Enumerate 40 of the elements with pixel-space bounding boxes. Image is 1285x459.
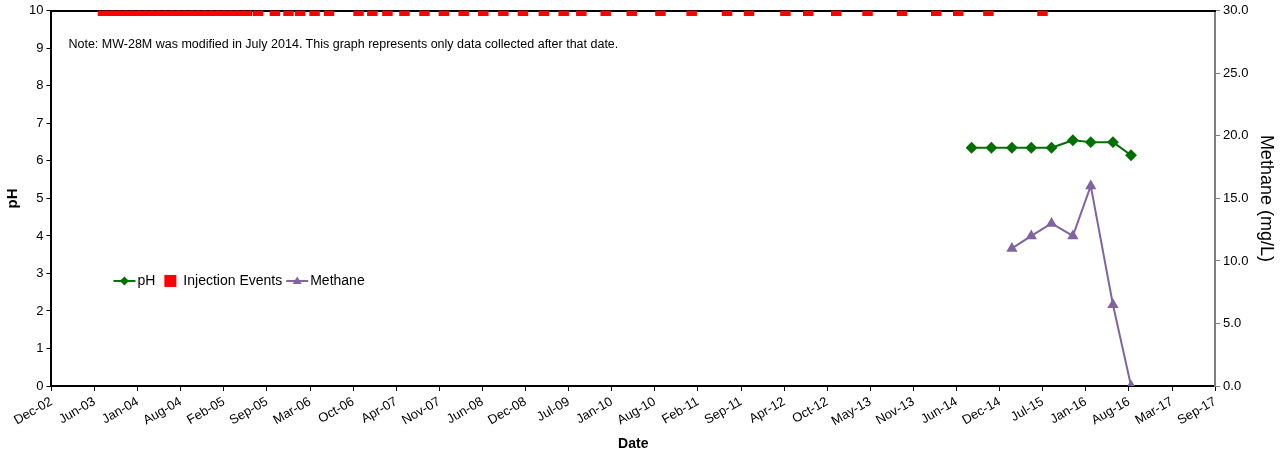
point — [1046, 217, 1057, 227]
point — [966, 142, 978, 154]
point — [1025, 142, 1037, 154]
legend-label: Methane — [310, 271, 365, 288]
point — [1085, 136, 1097, 148]
point — [1108, 299, 1118, 308]
annotation: Note: MW-28M was modified in July 2014. This graph represents only data collected after that date. — [68, 37, 619, 52]
y2-tick-label: 20.0 — [1223, 127, 1249, 143]
y2-tick-label: 5.0 — [1223, 315, 1242, 331]
point — [1026, 230, 1037, 240]
point — [1007, 242, 1017, 252]
legend-label: Injection Events — [183, 271, 283, 288]
point — [1085, 180, 1096, 190]
y-tick-label: 0 — [36, 377, 44, 393]
y2-tick-label: 25.0 — [1223, 64, 1249, 80]
y-tick-label: 9 — [36, 39, 44, 55]
point — [1125, 149, 1137, 161]
y-tick-label: 3 — [36, 265, 44, 281]
y-tick-label: 10 — [28, 2, 44, 18]
y2-tick-label: 10.0 — [1223, 252, 1249, 268]
point — [1006, 142, 1018, 154]
y-tick-label: 7 — [36, 114, 44, 130]
y-tick-label: 6 — [36, 152, 44, 168]
point — [1046, 142, 1058, 154]
y2-tick-label: 30.0 — [1223, 2, 1249, 18]
y-tick-label: 5 — [36, 189, 44, 205]
y-tick-label: 8 — [36, 77, 44, 93]
y-axis-title: pH — [3, 188, 21, 209]
y2-axis-title: Methane (mg/L) — [1257, 134, 1278, 262]
point — [1067, 230, 1078, 240]
legend-label: pH — [137, 271, 156, 288]
x-axis-title: Date — [618, 435, 649, 452]
y-tick-label: 4 — [36, 227, 44, 243]
y2-tick-label: 15.0 — [1223, 189, 1249, 205]
point — [1107, 136, 1119, 148]
y-tick-label: 2 — [36, 302, 44, 318]
point — [1067, 134, 1079, 146]
y-tick-label: 1 — [36, 340, 44, 356]
point — [985, 142, 997, 154]
y2-tick-label: 0.0 — [1223, 377, 1242, 393]
